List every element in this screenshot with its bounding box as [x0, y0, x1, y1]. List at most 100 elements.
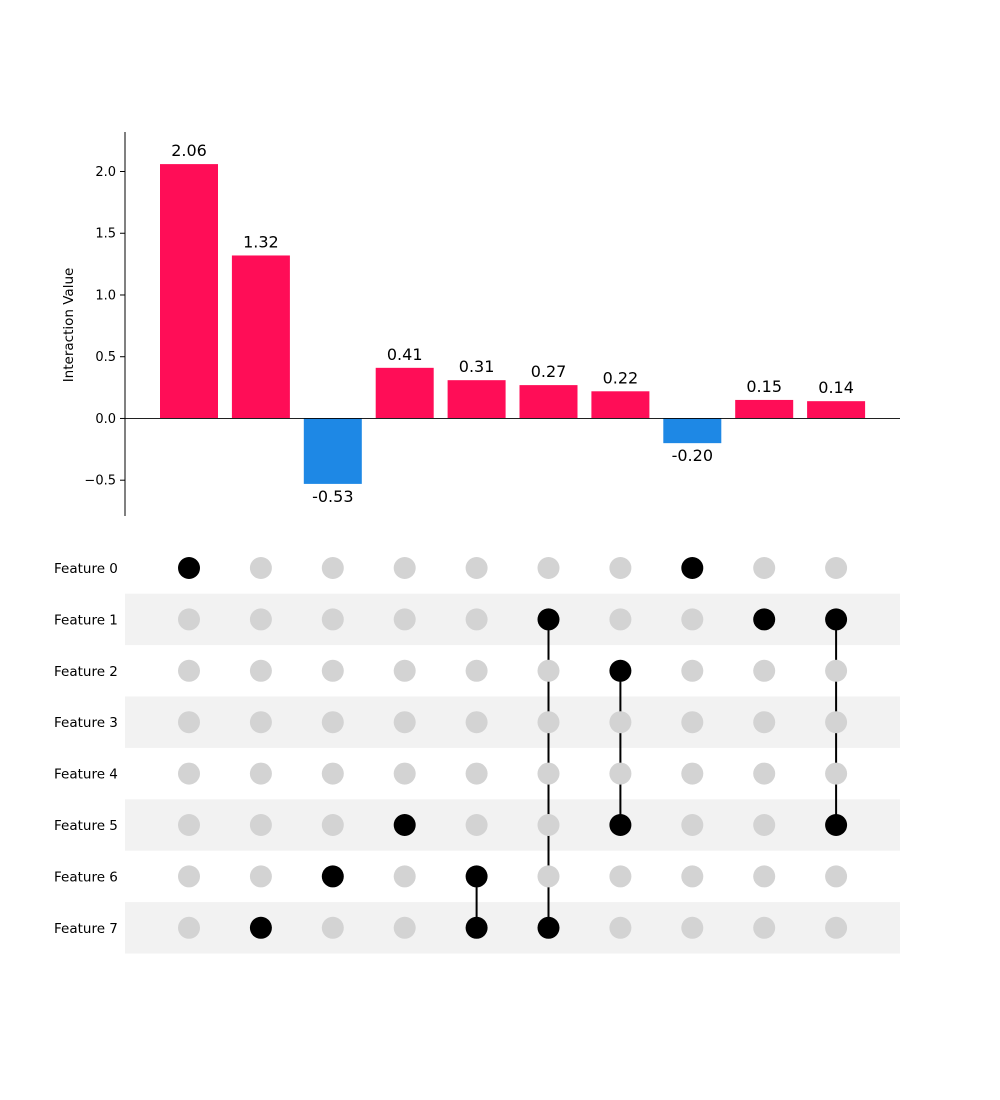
active-dot — [825, 608, 848, 631]
bar-value-label: -0.53 — [312, 487, 353, 506]
inactive-dot — [465, 608, 488, 631]
inactive-dot — [753, 916, 776, 939]
inactive-dot — [393, 762, 416, 785]
active-dot — [753, 608, 776, 631]
bar-value-labels: 2.06 1.32 -0.53 0.41 0.31 0.27 0.22 -0.20 0.15 0.… — [171, 141, 854, 506]
inactive-dot — [681, 659, 704, 682]
bar-value-label: 0.31 — [459, 357, 495, 376]
inactive-dot — [825, 557, 848, 579]
bar — [735, 399, 794, 419]
inactive-dot — [681, 916, 704, 939]
inactive-dot — [393, 916, 416, 939]
bar-value-label: 0.41 — [387, 345, 423, 364]
inactive-dot — [681, 814, 704, 836]
inactive-dot — [178, 608, 200, 631]
inactive-dot — [393, 711, 416, 734]
inactive-dot — [753, 814, 776, 836]
feature-label: Feature 5 — [54, 818, 118, 834]
bar — [303, 418, 362, 484]
inactive-dot — [249, 865, 272, 888]
y-axis-title: Interaction Value — [61, 268, 77, 383]
y-tick-label: 1.5 — [95, 227, 116, 242]
inactive-dot — [393, 608, 416, 631]
feature-label: Feature 3 — [54, 715, 118, 731]
inactive-dot — [537, 557, 560, 579]
bar — [519, 385, 578, 419]
inactive-dot — [753, 659, 776, 682]
inactive-dot — [537, 711, 560, 734]
inactive-dot — [321, 711, 344, 734]
inactive-dot — [465, 557, 488, 579]
active-dot — [178, 557, 200, 579]
inactive-dot — [537, 762, 560, 785]
bar-value-label: 1.32 — [243, 232, 279, 251]
inactive-dot — [681, 608, 704, 631]
bar-value-label: 0.22 — [603, 368, 639, 387]
inactive-dot — [609, 608, 632, 631]
y-axis: −0.5 0.0 0.5 1.0 1.5 2.0 — [84, 132, 900, 516]
inactive-dot — [178, 659, 200, 682]
bar — [375, 367, 434, 419]
inactive-dot — [825, 659, 848, 682]
inactive-dot — [681, 865, 704, 888]
inactive-dot — [178, 916, 200, 939]
inactive-dot — [537, 814, 560, 836]
inactive-dot — [825, 711, 848, 734]
inactive-dot — [321, 762, 344, 785]
inactive-dot — [753, 711, 776, 734]
active-dot — [249, 916, 272, 939]
y-tick-label: 1.0 — [95, 288, 116, 303]
inactive-dot — [537, 865, 560, 888]
inactive-dot — [249, 608, 272, 631]
bar — [807, 401, 866, 419]
inactive-dot — [249, 711, 272, 734]
inactive-dot — [609, 916, 632, 939]
inactive-dot — [393, 659, 416, 682]
inactive-dot — [321, 916, 344, 939]
bar-value-label: 0.27 — [531, 362, 567, 381]
bar-group — [160, 164, 866, 484]
active-dot — [465, 916, 488, 939]
row-band — [125, 593, 900, 646]
inactive-dot — [465, 814, 488, 836]
active-dot — [537, 608, 560, 631]
y-tick-label: 0.5 — [95, 350, 116, 365]
inactive-dot — [537, 659, 560, 682]
inactive-dot — [825, 865, 848, 888]
bar-value-label: 0.15 — [746, 377, 782, 396]
bar-value-label: 0.14 — [818, 378, 854, 397]
inactive-dot — [178, 762, 200, 785]
inactive-dot — [321, 814, 344, 836]
bar-value-label: 2.06 — [171, 141, 207, 160]
inactive-dot — [393, 557, 416, 579]
inactive-dot — [465, 762, 488, 785]
feature-label: Feature 1 — [54, 612, 118, 628]
inactive-dot — [753, 557, 776, 579]
feature-label: Feature 0 — [54, 561, 118, 577]
inactive-dot — [681, 762, 704, 785]
inactive-dot — [465, 711, 488, 734]
inactive-dot — [178, 865, 200, 888]
active-dot — [321, 865, 344, 888]
bar — [663, 418, 722, 444]
feature-label: Feature 2 — [54, 664, 118, 680]
active-dot — [393, 814, 416, 836]
inactive-dot — [178, 814, 200, 836]
feature-label: Feature 4 — [54, 767, 118, 783]
inactive-dot — [321, 608, 344, 631]
inactive-dot — [681, 711, 704, 734]
y-tick-label: 0.0 — [95, 412, 116, 427]
bar — [231, 255, 290, 419]
row-band — [125, 902, 900, 954]
active-dot — [537, 916, 560, 939]
active-dot — [465, 865, 488, 888]
inactive-dot — [825, 916, 848, 939]
inactive-dot — [249, 557, 272, 579]
row-band — [125, 696, 900, 748]
inactive-dot — [609, 865, 632, 888]
inactive-dot — [465, 659, 488, 682]
inactive-dot — [753, 762, 776, 785]
inactive-dot — [825, 762, 848, 785]
bar-value-label: -0.20 — [672, 446, 713, 465]
bar — [160, 164, 218, 419]
